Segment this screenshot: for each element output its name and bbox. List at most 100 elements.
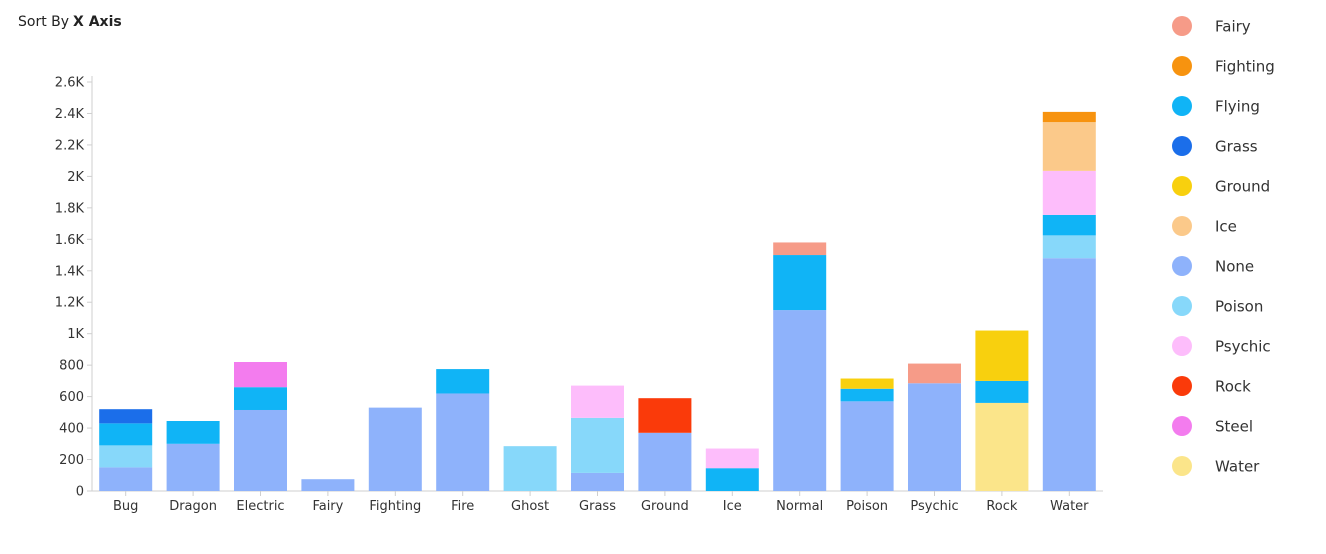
x-tick-label-fire: Fire [451,499,474,514]
legend-item-fairy[interactable]: Fairy [1172,16,1251,36]
y-tick-label: 2.6K [55,76,85,91]
bar-segment-rock-ground[interactable] [975,330,1029,381]
bar-segment-grass-psychic[interactable] [571,385,624,418]
bar-segment-dragon-flying[interactable] [166,420,220,444]
legend-item-steel[interactable]: Steel [1172,416,1253,436]
bar-segment-ground-none[interactable] [638,432,692,491]
bar-segment-bug-flying[interactable] [99,423,153,446]
bar-segment-ghost-poison[interactable] [503,446,557,491]
legend-item-ice[interactable]: Ice [1172,216,1237,236]
x-tick-label-poison: Poison [846,499,888,514]
bar-segment-water-none[interactable] [1042,258,1096,491]
x-tick-label-electric: Electric [236,499,284,514]
legend-item-grass[interactable]: Grass [1172,136,1258,156]
x-tick-label-water: Water [1050,499,1089,514]
legend-label: Psychic [1215,338,1271,356]
legend-swatch [1172,336,1192,356]
bar-segment-ground-rock[interactable] [638,398,692,433]
legend-swatch [1172,136,1192,156]
y-tick-label: 2.2K [55,138,85,153]
x-tick-label-bug: Bug [113,499,138,514]
legend-item-rock[interactable]: Rock [1172,376,1251,396]
bar-stack-electric[interactable] [234,362,287,491]
legend-label: None [1215,258,1254,276]
legend-item-water[interactable]: Water [1172,456,1260,476]
bar-segment-water-psychic[interactable] [1042,170,1096,215]
x-tick-label-ghost: Ghost [511,499,549,514]
bar-stack-fire[interactable] [436,369,490,491]
sort-by-value[interactable]: X Axis [73,14,122,30]
legend-swatch [1172,456,1192,476]
y-tick-label: 2K [67,170,84,185]
bar-segment-fire-none[interactable] [436,393,490,491]
bar-segment-water-ice[interactable] [1042,122,1096,171]
bar-segment-rock-water[interactable] [975,402,1029,491]
y-tick-label: 1.2K [55,296,85,311]
bar-stack-water[interactable] [1042,111,1096,491]
bar-stack-ground[interactable] [638,398,692,491]
legend-swatch [1172,56,1192,76]
bar-segment-grass-none[interactable] [571,472,624,491]
bar-segment-poison-ground[interactable] [840,378,894,389]
bar-segment-psychic-none[interactable] [908,383,961,491]
bar-stack-psychic[interactable] [908,363,961,491]
legend-swatch [1172,376,1192,396]
sort-by-control[interactable]: Sort By X Axis [18,14,122,30]
bar-segment-grass-poison[interactable] [571,417,624,473]
bar-stack-normal[interactable] [773,242,827,491]
bar-segment-dragon-none[interactable] [166,443,220,491]
bar-segment-water-fighting[interactable] [1042,111,1096,123]
legend-swatch [1172,296,1192,316]
y-tick-label: 2.4K [55,107,85,122]
bar-segment-normal-none[interactable] [773,310,827,491]
bar-segment-ice-flying[interactable] [705,468,759,491]
bar-segment-rock-flying[interactable] [975,380,1029,403]
bar-segment-bug-grass[interactable] [99,409,153,424]
bar-segment-electric-flying[interactable] [234,387,287,410]
bar-stack-ice[interactable] [705,448,759,491]
bar-stack-poison[interactable] [840,378,894,491]
bar-stack-bug[interactable] [99,409,153,491]
y-tick-label: 600 [59,390,84,405]
legend-label: Grass [1215,138,1258,156]
legend-swatch [1172,416,1192,436]
legend-item-fighting[interactable]: Fighting [1172,56,1275,76]
bar-segment-normal-fairy[interactable] [773,242,827,256]
bar-segment-fairy-none[interactable] [301,479,355,491]
bar-segment-poison-none[interactable] [840,401,894,491]
bar-segment-bug-none[interactable] [99,467,153,491]
bar-segment-poison-flying[interactable] [840,388,894,402]
bar-stack-fairy[interactable] [301,479,355,491]
legend-label: Ground [1215,178,1270,196]
bar-segment-ice-psychic[interactable] [705,448,759,469]
bar-segment-electric-none[interactable] [234,409,287,491]
legend-item-none[interactable]: None [1172,256,1254,276]
x-tick-label-normal: Normal [776,499,823,514]
bar-segment-fighting-none[interactable] [368,407,422,491]
legend-item-psychic[interactable]: Psychic [1172,336,1271,356]
bar-stack-rock[interactable] [975,330,1029,491]
y-tick-label: 1K [67,327,84,342]
x-tick-label-ground: Ground [641,499,689,514]
legend-item-ground[interactable]: Ground [1172,176,1270,196]
legend-label: Fighting [1215,58,1275,76]
legend-item-flying[interactable]: Flying [1172,96,1260,116]
bar-segment-normal-flying[interactable] [773,255,827,311]
x-tick-label-rock: Rock [986,499,1018,514]
legend-label: Ice [1215,218,1237,236]
legend-label: Steel [1215,418,1253,436]
legend-swatch [1172,176,1192,196]
bar-stack-grass[interactable] [571,385,624,491]
bar-stack-ghost[interactable] [503,446,557,491]
bar-segment-fire-flying[interactable] [436,369,490,394]
bar-stack-dragon[interactable] [166,420,220,491]
bar-segment-psychic-fairy[interactable] [908,363,961,384]
bar-segment-water-poison[interactable] [1042,235,1096,259]
bar-segment-bug-poison[interactable] [99,445,153,468]
legend-swatch [1172,216,1192,236]
bar-stack-fighting[interactable] [368,407,422,491]
legend-item-poison[interactable]: Poison [1172,296,1263,316]
bar-segment-water-flying[interactable] [1042,214,1096,236]
bar-segment-electric-steel[interactable] [234,362,287,388]
